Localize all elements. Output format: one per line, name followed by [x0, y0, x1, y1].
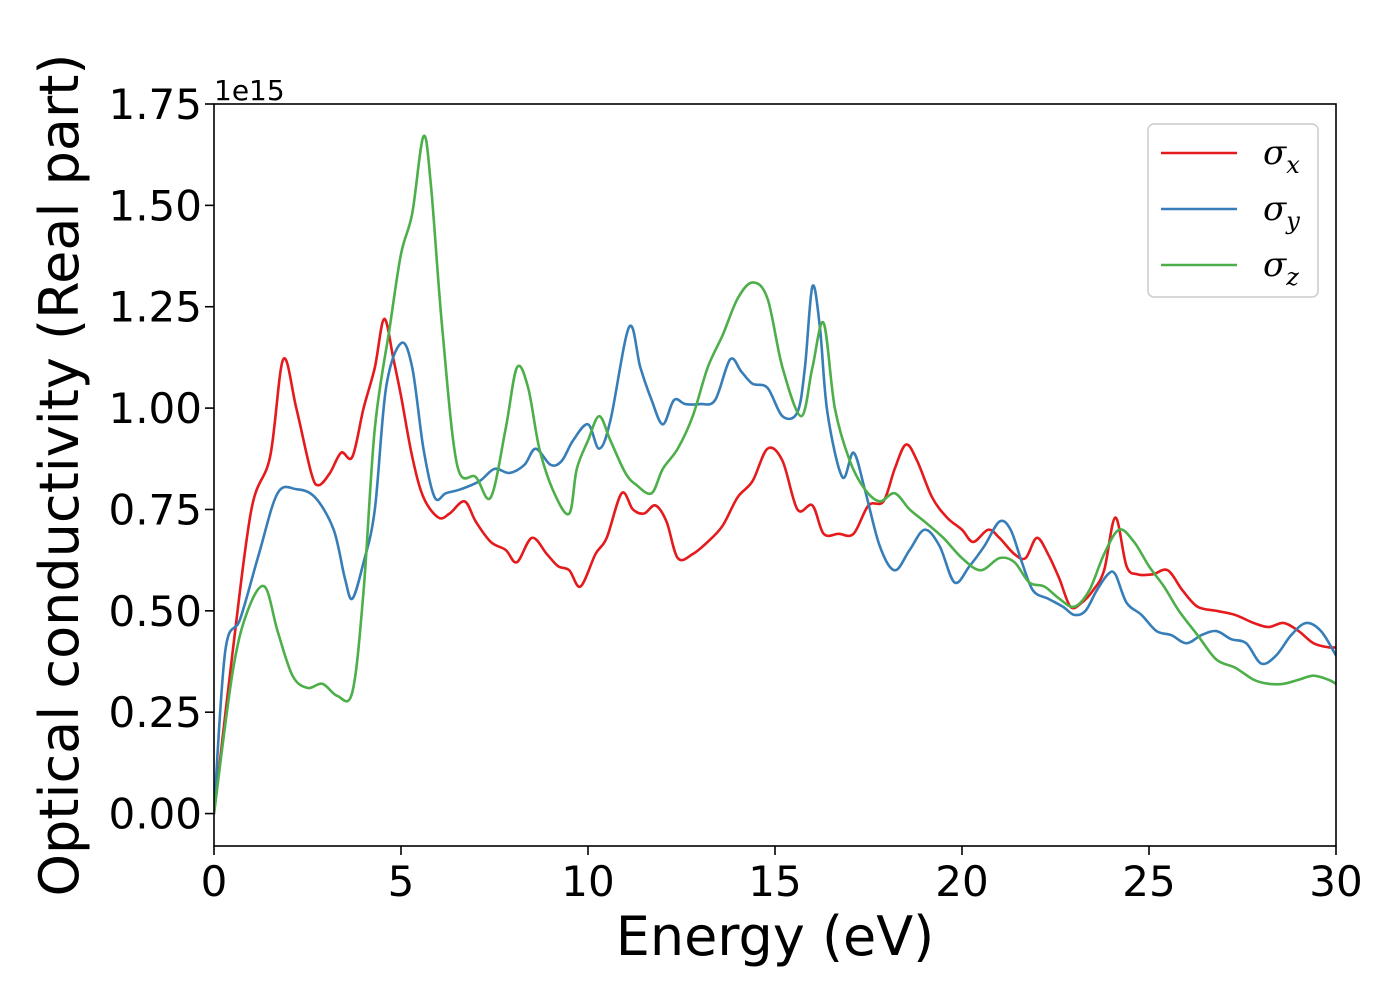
x-tick-label: 5: [388, 857, 415, 906]
series-line-x: [214, 317, 1336, 815]
plot-frame: [213, 103, 1337, 847]
legend-label-x: σx: [1263, 133, 1300, 179]
legend-items: σx σy σz: [1161, 133, 1300, 291]
y-tick-label: 1.75: [108, 80, 202, 129]
x-axis-title: Energy (eV): [616, 905, 935, 968]
legend-label-y: σy: [1263, 189, 1300, 235]
x-tick-label: 15: [748, 857, 801, 906]
y-tick-label: 0.25: [108, 688, 202, 737]
series-layer: [214, 134, 1336, 815]
legend-label-z: σz: [1263, 245, 1299, 291]
series-line-y: [214, 284, 1336, 815]
y-tick-label: 1.50: [108, 181, 202, 230]
x-tick-label: 25: [1122, 857, 1175, 906]
y-tick-label: 0.00: [108, 790, 202, 839]
legend-frame: [1147, 123, 1319, 298]
y-offset-label: 1e15: [214, 74, 285, 107]
x-tick-label: 10: [561, 857, 614, 906]
legend: σx σy σz: [1147, 123, 1319, 298]
ticks-layer: 0 5 10 15 20 25 30 0.00 0.25 0.50 0.75 1.00 1.25 1.50…: [108, 80, 1362, 906]
series-line-z: [214, 134, 1336, 815]
y-tick-label: 1.00: [108, 384, 202, 433]
x-tick-label: 30: [1309, 857, 1362, 906]
y-tick-label: 0.50: [108, 587, 202, 636]
x-tick-label: 20: [935, 857, 988, 906]
x-tick-label: 0: [201, 857, 228, 906]
y-tick-label: 1.25: [108, 283, 202, 332]
y-axis-title: Optical conductivity (Real part): [28, 54, 91, 897]
y-tick-label: 0.75: [108, 485, 202, 534]
